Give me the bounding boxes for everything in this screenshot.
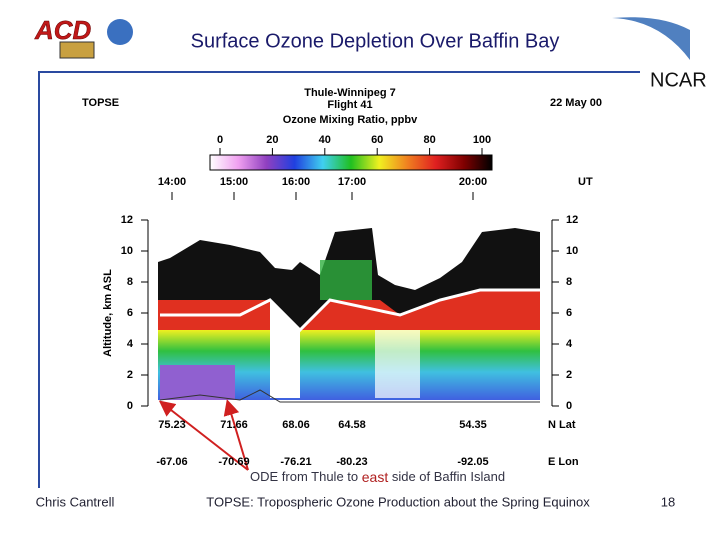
curtain: [158, 228, 540, 403]
arrow: [223, 399, 249, 471]
altitude-tick-label: 8: [566, 276, 572, 288]
lat-tick-label: 64.58: [338, 419, 366, 431]
colorbar-tick-label: 80: [423, 134, 435, 146]
annotation-text: ODE from Thule to: [250, 469, 362, 484]
logo-text: ACD: [34, 15, 92, 45]
lat-tick-label: 54.35: [459, 419, 487, 431]
altitude-tick-label: 0: [566, 400, 572, 412]
flight-route: Thule-Winnipeg 7: [304, 87, 396, 99]
ncar-swoosh: [612, 17, 690, 60]
program: TOPSE: [82, 97, 119, 109]
lon-tick-label: -92.05: [457, 456, 488, 468]
lat-tick-label: 71.66: [220, 419, 248, 431]
altitude-tick-label: 8: [127, 276, 133, 288]
time-tick-label: 14:00: [158, 176, 186, 188]
lat-label: N Lat: [548, 419, 576, 431]
footer-title: TOPSE: Tropospheric Ozone Production abo…: [206, 494, 590, 509]
colorbar: [209, 154, 493, 171]
lon-label: E Lon: [548, 456, 579, 468]
colorbar-label: Ozone Mixing Ratio, ppbv: [283, 114, 418, 126]
date: 22 May 00: [550, 97, 602, 109]
annotation-emphasis: east: [362, 469, 389, 485]
time-unit: UT: [578, 176, 593, 188]
slide-title: Surface Ozone Depletion Over Baffin Bay: [191, 30, 560, 52]
globe: [107, 19, 133, 45]
altitude-tick-label: 6: [566, 307, 572, 319]
lon-tick-label: -80.23: [336, 456, 367, 468]
time-tick-label: 15:00: [220, 176, 248, 188]
altitude-tick-label: 10: [566, 245, 578, 257]
annotation: ODE from Thule to east side of Baffin Is…: [250, 469, 505, 485]
altitude-tick-label: 4: [127, 338, 134, 350]
time-tick-label: 16:00: [282, 176, 310, 188]
logo-building: [59, 41, 95, 59]
altitude-tick-label: 2: [127, 369, 133, 381]
altitude-tick-label: 10: [121, 245, 133, 257]
time-tick-label: 20:00: [459, 176, 487, 188]
colorbar-tick-label: 20: [266, 134, 278, 146]
altitude-tick-label: 4: [566, 338, 573, 350]
ncar-logo: NCAR: [650, 69, 707, 91]
time-tick-label: 17:00: [338, 176, 366, 188]
y-axis-label: Altitude, km ASL: [102, 269, 114, 357]
colorbar-tick-label: 100: [473, 134, 491, 146]
colorbar-tick-label: 0: [217, 134, 223, 146]
lon-tick-label: -67.06: [156, 456, 187, 468]
altitude-tick-label: 6: [127, 307, 133, 319]
footer-author: Chris Cantrell: [36, 494, 115, 509]
lat-tick-label: 75.23: [158, 419, 186, 431]
lon-tick-label: -76.21: [280, 456, 311, 468]
altitude-tick-label: 2: [566, 369, 572, 381]
arrow: [158, 400, 249, 471]
annotation-text: side of Baffin Island: [388, 469, 505, 484]
colorbar-tick-label: 60: [371, 134, 383, 146]
lon-tick-label: -70.69: [218, 456, 249, 468]
altitude-tick-label: 12: [566, 214, 578, 226]
colorbar-tick-label: 40: [319, 134, 331, 146]
acd-logo: ACD: [34, 15, 133, 59]
flight: Flight 41: [327, 99, 372, 111]
page-number: 18: [661, 494, 675, 509]
altitude-tick-label: 0: [127, 400, 133, 412]
lat-tick-label: 68.06: [282, 419, 310, 431]
altitude-tick-label: 12: [121, 214, 133, 226]
